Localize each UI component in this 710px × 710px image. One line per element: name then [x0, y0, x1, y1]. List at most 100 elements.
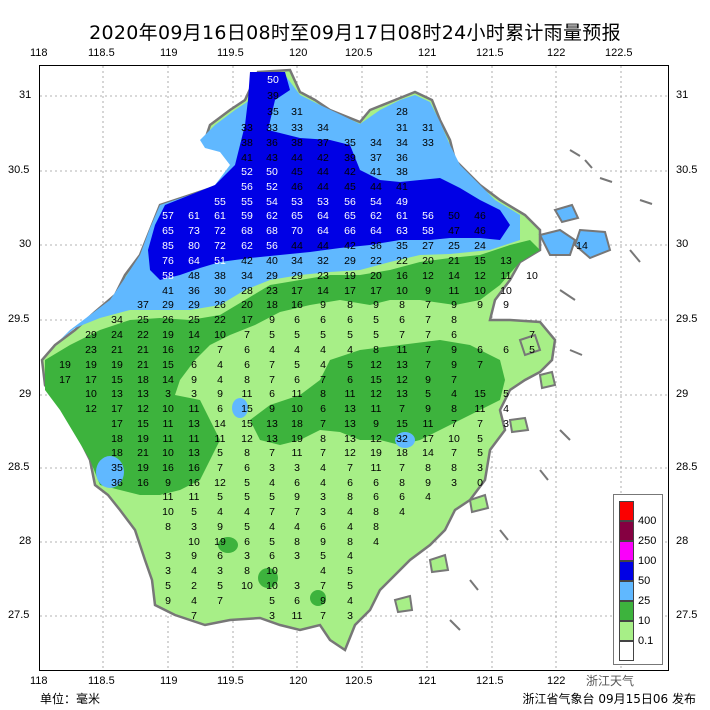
- station-value: 6: [320, 521, 326, 533]
- station-value: 16: [137, 477, 149, 489]
- station-value: 9: [503, 299, 509, 311]
- station-value: 8: [451, 314, 457, 326]
- station-value: 6: [244, 344, 250, 356]
- station-value: 35: [396, 240, 408, 252]
- station-value: 9: [425, 285, 431, 297]
- station-value: 10: [448, 433, 460, 445]
- station-value: 14: [448, 270, 460, 282]
- station-value: 63: [396, 225, 408, 237]
- station-value: 55: [241, 196, 253, 208]
- station-value: 25: [188, 314, 200, 326]
- station-value: 41: [241, 152, 253, 164]
- station-value: 23: [85, 344, 97, 356]
- station-value: 50: [267, 74, 279, 86]
- station-value: 6: [451, 329, 457, 341]
- station-value: 44: [291, 152, 303, 164]
- station-value: 36: [370, 240, 382, 252]
- station-value: 8: [347, 491, 353, 503]
- station-value: 17: [111, 418, 123, 430]
- station-value: 7: [451, 447, 457, 459]
- station-value: 4: [347, 595, 353, 607]
- station-value: 64: [317, 225, 329, 237]
- station-value: 10: [162, 506, 174, 518]
- station-value: 17: [291, 285, 303, 297]
- station-value: 47: [448, 225, 460, 237]
- station-value: 10: [396, 285, 408, 297]
- station-value: 85: [162, 240, 174, 252]
- station-value: 11: [242, 388, 253, 400]
- lon-tick-bottom: 119: [160, 675, 178, 687]
- legend-label: 0.1: [638, 635, 654, 647]
- station-value: 23: [266, 285, 278, 297]
- station-value: 33: [266, 122, 278, 134]
- station-value: 5: [269, 491, 275, 503]
- station-value: 8: [425, 462, 431, 474]
- station-value: 25: [448, 240, 460, 252]
- station-value: 5: [503, 388, 509, 400]
- station-value: 9: [320, 536, 326, 548]
- lon-tick-top: 119.5: [217, 47, 244, 59]
- station-value: 14: [188, 329, 200, 341]
- station-value: 8: [373, 344, 379, 356]
- lon-tick-bottom: 122: [547, 675, 566, 687]
- station-value: 12: [370, 433, 382, 445]
- station-value: 8: [320, 388, 326, 400]
- station-value: 13: [396, 359, 408, 371]
- station-value: 61: [214, 210, 226, 222]
- station-value: 62: [266, 210, 278, 222]
- station-value: 4: [451, 388, 457, 400]
- station-value: 4: [294, 521, 300, 533]
- station-value: 15: [396, 418, 408, 430]
- station-value: 17: [59, 374, 71, 386]
- station-value: 11: [423, 418, 434, 430]
- station-value: 7: [477, 418, 483, 430]
- station-value: 76: [162, 255, 174, 267]
- station-value: 19: [370, 447, 382, 459]
- station-value: 56: [344, 196, 356, 208]
- unit-label: 单位：毫米: [40, 692, 101, 706]
- legend-label: 250: [638, 535, 657, 547]
- station-value: 4: [294, 344, 300, 356]
- station-value: 7: [269, 359, 275, 371]
- station-value: 65: [291, 210, 303, 222]
- station-value: 29: [344, 255, 356, 267]
- patch-green-s3: [310, 590, 326, 606]
- lon-tick-bottom: 120.5: [345, 675, 373, 687]
- legend-swatch-400: [619, 501, 634, 521]
- station-value: 18: [111, 447, 123, 459]
- station-value: 3: [320, 491, 326, 503]
- station-value: 5: [217, 580, 223, 592]
- station-value: 10: [266, 565, 278, 577]
- station-value: 15: [474, 388, 486, 400]
- station-value: 13: [111, 388, 123, 400]
- station-value: 20: [370, 270, 382, 282]
- station-value: 2: [191, 580, 197, 592]
- station-value: 7: [399, 403, 405, 415]
- station-value: 17: [422, 433, 434, 445]
- station-value: 10: [291, 403, 303, 415]
- station-value: 7: [320, 610, 326, 622]
- station-value: 57: [162, 210, 174, 222]
- station-value: 6: [217, 403, 223, 415]
- legend-swatch-50: [619, 561, 634, 581]
- station-value: 29: [188, 299, 200, 311]
- station-value: 12: [85, 403, 97, 415]
- station-value: 13: [344, 403, 356, 415]
- station-value: 7: [217, 344, 223, 356]
- station-value: 7: [425, 299, 431, 311]
- station-value: 36: [266, 137, 278, 149]
- station-value: 5: [165, 580, 171, 592]
- station-value: 17: [241, 314, 253, 326]
- station-value: 22: [370, 255, 382, 267]
- band-blue: [148, 72, 510, 280]
- lon-tick-top: 120: [289, 47, 308, 59]
- station-value: 6: [244, 462, 250, 474]
- station-value: 18: [291, 418, 303, 430]
- station-value: 31: [291, 106, 303, 118]
- station-value: 6: [294, 595, 300, 607]
- station-value: 11: [371, 462, 382, 474]
- station-value: 35: [344, 137, 356, 149]
- station-value: 4: [347, 550, 353, 562]
- lat-tick-left: 29.5: [8, 313, 30, 325]
- lat-tick-left: 29: [19, 388, 32, 400]
